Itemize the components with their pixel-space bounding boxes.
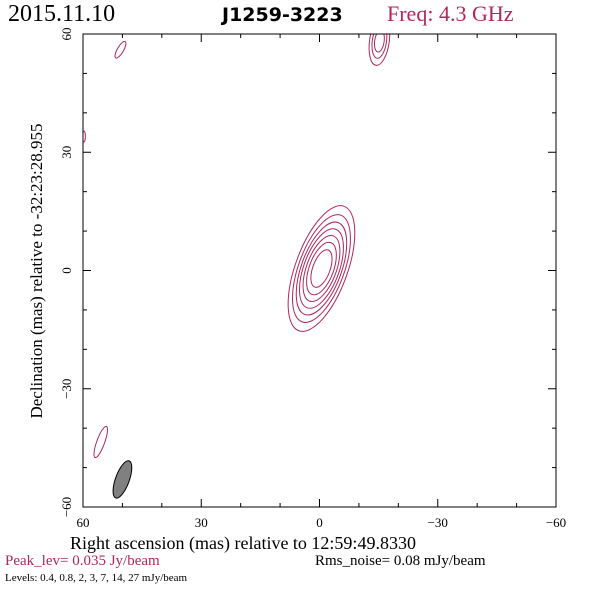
north-west-spot-contour-1 — [114, 40, 127, 59]
restoring-beam — [112, 460, 133, 499]
north-east-feature-contour-1 — [373, 34, 385, 53]
contour-levels: Levels: 0.4, 0.8, 2, 3, 7, 14, 27 mJy/be… — [5, 572, 188, 584]
core-contour-2 — [306, 241, 337, 296]
north-east-feature-contour-2 — [371, 34, 388, 59]
y-tick-label: −60 — [59, 497, 74, 517]
y-tick-label: 60 — [59, 28, 74, 41]
north-east-feature-contour-3 — [368, 34, 391, 66]
core-contour-3 — [302, 235, 341, 303]
frequency-label: Freq: 4.3 GHz — [387, 1, 514, 26]
south-west-spot-contour-1 — [93, 425, 109, 459]
x-tick-label: 0 — [316, 515, 323, 530]
plot-frame — [82, 33, 557, 508]
x-tick-label: 60 — [77, 515, 90, 530]
core-contour-5 — [295, 221, 348, 316]
source-name: J1259-3223 — [222, 4, 343, 26]
epoch-date: 2015.11.10 — [8, 1, 116, 27]
x-tick-label: −60 — [546, 515, 566, 530]
core-contour-1 — [310, 249, 333, 288]
y-axis-label: Declination (mas) relative to -32:23:28.… — [27, 123, 46, 418]
core-contour-6 — [292, 214, 351, 323]
x-tick-label: 30 — [195, 515, 208, 530]
y-tick-label: 0 — [59, 267, 74, 274]
left-edge-spot-contour-1 — [83, 130, 86, 143]
core-contour-4 — [299, 228, 344, 309]
x-axis-label: Right ascension (mas) relative to 12:59:… — [70, 533, 416, 553]
y-tick-label: 30 — [59, 146, 74, 159]
x-tick-label: −30 — [428, 515, 448, 530]
beam-layer — [112, 460, 133, 499]
rms-noise: Rms_noise= 0.08 mJy/beam — [315, 553, 486, 569]
peak-level: Peak_lev= 0.035 Jy/beam — [5, 553, 160, 569]
y-tick-label: −30 — [59, 379, 74, 399]
contour-layer — [83, 34, 391, 459]
core-contour-7 — [287, 205, 356, 332]
axis-ticks — [82, 33, 557, 508]
